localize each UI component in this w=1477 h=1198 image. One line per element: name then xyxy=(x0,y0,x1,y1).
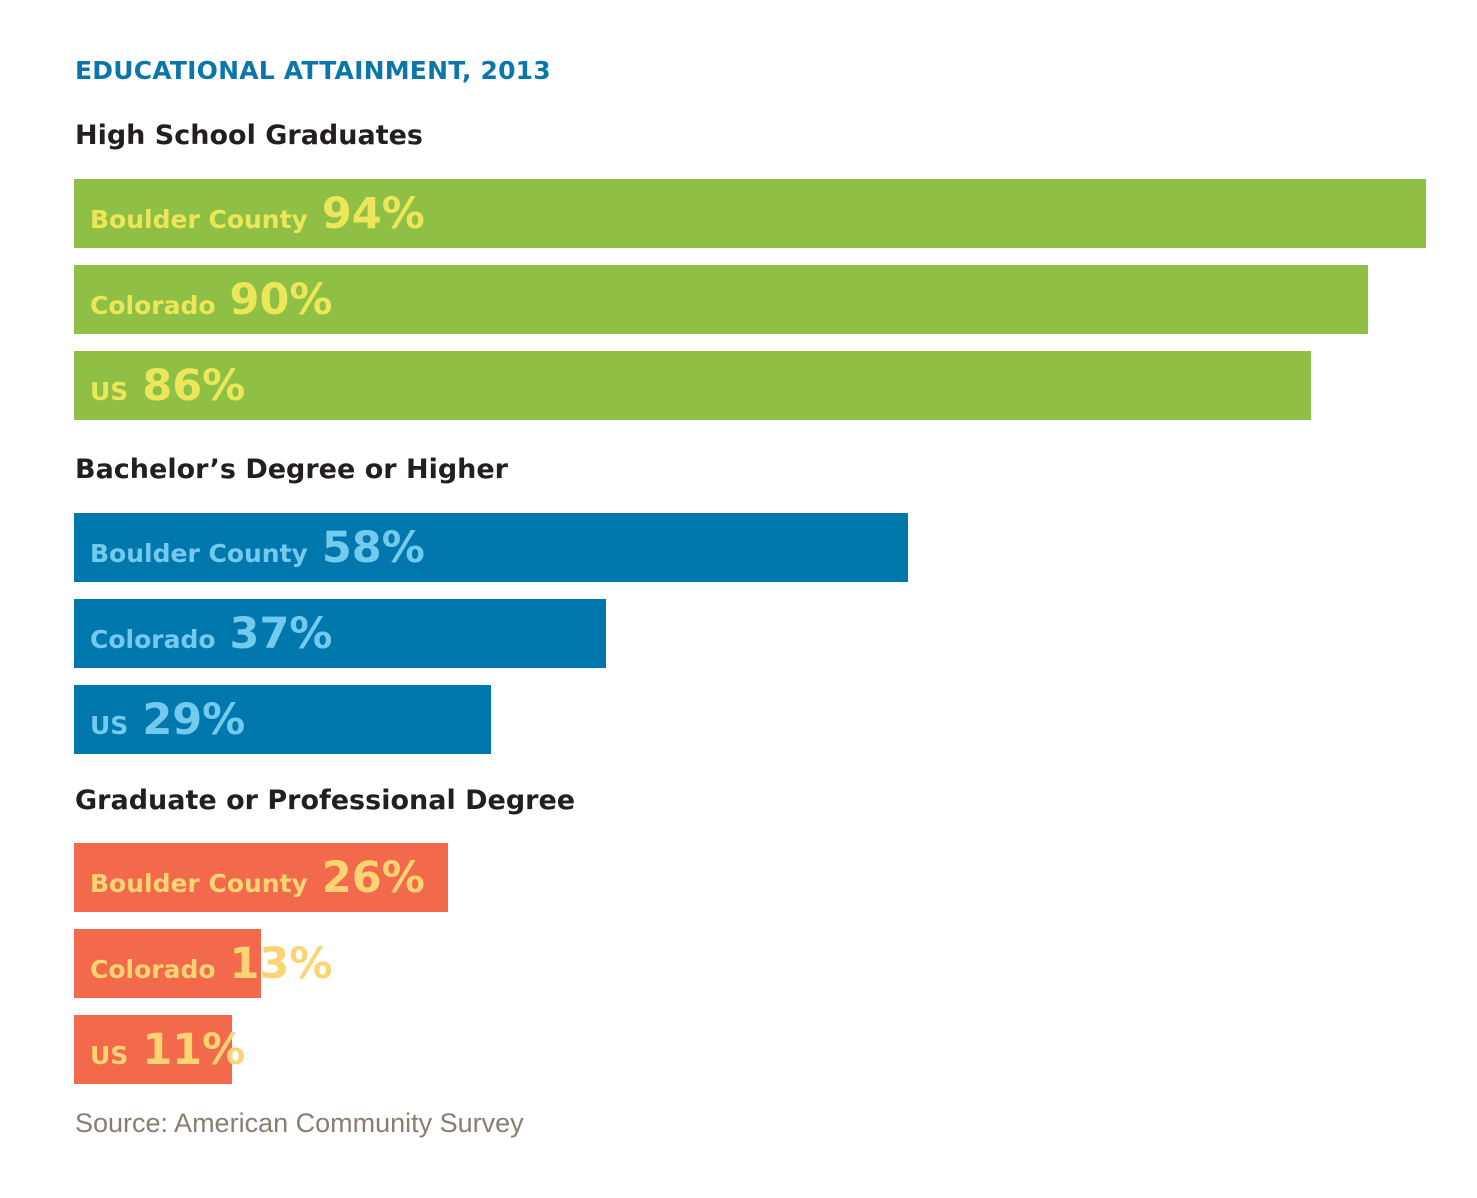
bar-value-label: 94% xyxy=(321,189,425,239)
bar-value-label: 13% xyxy=(229,939,333,989)
bar-value-label: 29% xyxy=(142,695,246,745)
bar-high-school-colorado: Colorado 90% xyxy=(74,265,1369,334)
bar-category-label: US xyxy=(90,377,129,406)
bar-value-label: 58% xyxy=(321,523,425,573)
bar-bachelors-colorado: Colorado 37% xyxy=(74,599,607,668)
bar-high-school-us: US 86% xyxy=(74,351,1311,420)
bar-graduate-colorado: Colorado 13% xyxy=(74,929,332,998)
bar-category-label: Boulder County xyxy=(90,869,308,898)
bar-category-label: Colorado xyxy=(90,955,216,984)
group-label-bachelors: Bachelor’s Degree or Higher xyxy=(75,454,509,485)
bar-value-label: 11% xyxy=(142,1025,246,1075)
bar-value-label: 37% xyxy=(229,609,333,659)
group-label-high-school: High School Graduates xyxy=(75,120,423,151)
bar-value-label: 86% xyxy=(142,361,246,411)
bar-category-label: US xyxy=(90,711,129,740)
bar-high-school-boulder-county: Boulder County 94% xyxy=(74,179,1426,248)
bar-value-label: 26% xyxy=(321,853,425,903)
chart-title: EDUCATIONAL ATTAINMENT, 2013 xyxy=(75,56,551,85)
bar-category-label: US xyxy=(90,1041,129,1070)
bar-graduate-boulder-county: Boulder County 26% xyxy=(74,843,448,912)
bar-bachelors-us: US 29% xyxy=(74,685,492,754)
group-label-graduate: Graduate or Professional Degree xyxy=(75,785,576,816)
bar-category-label: Colorado xyxy=(90,291,216,320)
bar-bachelors-boulder-county: Boulder County 58% xyxy=(74,513,909,582)
bar-graduate-us: US 11% xyxy=(74,1015,245,1084)
source-note: Source: American Community Survey xyxy=(75,1108,524,1138)
bar-category-label: Boulder County xyxy=(90,539,308,568)
bar-category-label: Boulder County xyxy=(90,205,308,234)
bar-category-label: Colorado xyxy=(90,625,216,654)
bar-value-label: 90% xyxy=(229,275,333,325)
